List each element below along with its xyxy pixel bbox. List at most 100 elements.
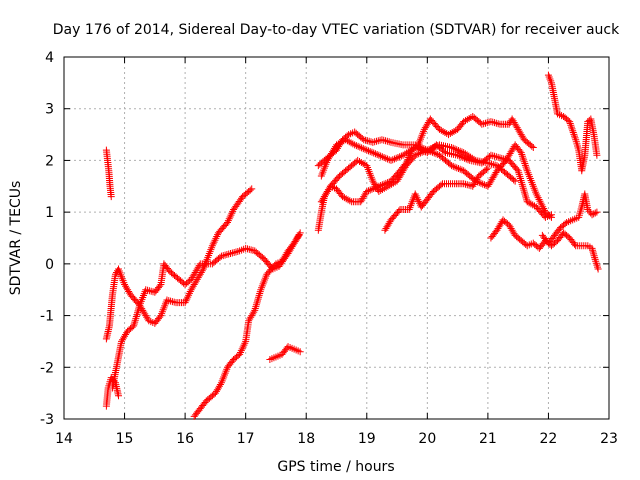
y-tick-label: -3 [40, 412, 54, 428]
data-point [540, 205, 548, 213]
data-point [333, 141, 340, 149]
data-point [445, 131, 453, 139]
data-point [370, 149, 378, 157]
data-point [449, 162, 457, 170]
data-point [228, 249, 236, 257]
data-point [392, 154, 400, 162]
data-point [420, 148, 428, 156]
data-point [522, 163, 530, 171]
data-point [494, 153, 502, 161]
data-point [377, 152, 385, 160]
data-point [498, 154, 506, 162]
data-point [570, 132, 578, 140]
series-track-n [544, 71, 601, 175]
data-point [484, 164, 492, 172]
data-point [520, 188, 528, 196]
data-point [481, 119, 489, 127]
data-point [590, 210, 598, 218]
data-point [569, 127, 577, 135]
data-point [439, 127, 447, 135]
data-point [449, 144, 457, 152]
data-point [456, 147, 464, 155]
data-point [561, 220, 569, 228]
data-point [132, 313, 140, 321]
data-point [380, 136, 388, 144]
data-point [517, 176, 525, 184]
data-point [521, 161, 529, 169]
data-point [254, 295, 262, 303]
data-point [167, 297, 175, 305]
data-point [451, 145, 459, 153]
data-point [377, 186, 385, 194]
data-point [518, 180, 526, 188]
data-point [385, 138, 393, 146]
data-point [523, 198, 531, 206]
series-track-j [317, 141, 519, 206]
data-point [461, 117, 469, 125]
data-point [347, 139, 355, 147]
data-point [525, 199, 533, 207]
data-point [413, 144, 421, 152]
data-point [519, 182, 527, 190]
data-point [380, 153, 388, 161]
data-point [501, 155, 509, 163]
data-point [492, 153, 500, 161]
data-point [570, 240, 578, 248]
data-point [454, 146, 462, 154]
data-point [357, 158, 365, 166]
data-point [480, 120, 488, 128]
data-point [133, 311, 141, 319]
data-point [423, 146, 431, 154]
data-point [432, 142, 440, 150]
data-point [461, 180, 469, 188]
data-point [365, 137, 373, 145]
data-point [394, 153, 402, 161]
data-point [379, 185, 387, 193]
data-point [363, 137, 371, 145]
data-point [437, 181, 445, 189]
x-tick-label: 15 [116, 431, 134, 447]
data-point [510, 176, 518, 184]
data-point [254, 297, 262, 305]
data-point [593, 263, 601, 271]
data-point [446, 130, 454, 138]
data-point [380, 184, 388, 192]
y-tick-label: 0 [45, 257, 54, 273]
data-point [227, 250, 235, 258]
data-point [371, 138, 379, 146]
data-point [432, 150, 440, 158]
y-tick-label: 2 [45, 153, 54, 169]
data-point [411, 144, 419, 151]
data-point [459, 153, 467, 161]
data-point [422, 147, 430, 155]
data-point [386, 181, 394, 189]
data-point [489, 161, 497, 169]
x-tick-label: 20 [418, 431, 436, 447]
y-tick-label: 1 [45, 205, 54, 221]
data-point [518, 152, 526, 160]
data-point [334, 140, 342, 148]
data-point [455, 152, 463, 160]
series-track-k [381, 164, 492, 234]
data-point [234, 247, 242, 255]
data-point [356, 157, 364, 165]
data-point [342, 136, 350, 144]
data-point [589, 248, 597, 256]
data-point [352, 142, 360, 150]
data-point [384, 182, 392, 190]
data-point [448, 129, 456, 137]
data-point [221, 251, 229, 259]
data-point [340, 194, 348, 202]
series-track-d [108, 231, 303, 392]
data-point [519, 184, 527, 192]
x-tick-label: 22 [540, 431, 558, 447]
data-point [368, 148, 376, 156]
data-point [494, 120, 502, 128]
data-point [427, 145, 435, 153]
data-point [390, 155, 398, 163]
data-point [249, 246, 257, 254]
data-point [491, 161, 499, 169]
data-point [365, 147, 373, 155]
data-point [588, 211, 596, 219]
